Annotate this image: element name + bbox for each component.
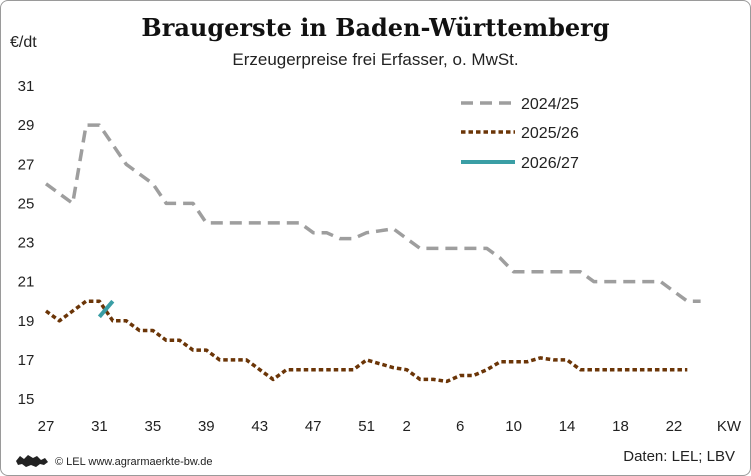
x-tick-label: 2: [403, 418, 411, 435]
series-line-2025-26: [44, 299, 688, 384]
x-tick-label: 39: [198, 418, 215, 435]
y-tick-label: 15: [18, 391, 35, 408]
y-tick-label: 23: [18, 235, 35, 252]
footer-credit: © LEL www.agrarmaerkte-bw.de: [55, 456, 213, 468]
x-tick-label: 43: [251, 418, 268, 435]
y-tick-label: 17: [18, 352, 35, 369]
lel-logo-icon: [16, 455, 48, 467]
y-tick-label: 25: [18, 195, 35, 212]
series-line-2026-27: [97, 299, 115, 319]
x-axis-unit-label: KW: [717, 418, 742, 435]
y-tick-label: 29: [18, 117, 35, 134]
x-tick-label: 31: [91, 418, 108, 435]
legend-label-2024-25: 2024/25: [521, 96, 579, 113]
x-tick-label: 51: [358, 418, 375, 435]
x-tick-label: 47: [305, 418, 322, 435]
x-tick-label: 10: [505, 418, 522, 435]
chart-subtitle: Erzeugerpreise frei Erfasser, o. MwSt.: [232, 50, 519, 69]
footer-source: Daten: LEL; LBV: [623, 448, 735, 465]
x-tick-label: 35: [145, 418, 162, 435]
y-tick-label: 21: [18, 274, 35, 291]
x-tick-label: 14: [559, 418, 576, 435]
legend-label-2025-26: 2025/26: [521, 125, 579, 142]
chart-title: Braugerste in Baden-Württemberg: [141, 13, 610, 42]
x-tick-label: 22: [666, 418, 683, 435]
y-unit-label: €/dt: [10, 34, 37, 51]
series-line-2024-25: [44, 123, 701, 303]
y-tick-label: 27: [18, 156, 35, 173]
x-tick-label: 27: [38, 418, 55, 435]
x-tick-label: 18: [612, 418, 629, 435]
y-tick-label: 31: [18, 78, 35, 95]
x-tick-label: 6: [456, 418, 464, 435]
legend-label-2026-27: 2026/27: [521, 155, 579, 172]
y-tick-label: 19: [18, 313, 35, 330]
